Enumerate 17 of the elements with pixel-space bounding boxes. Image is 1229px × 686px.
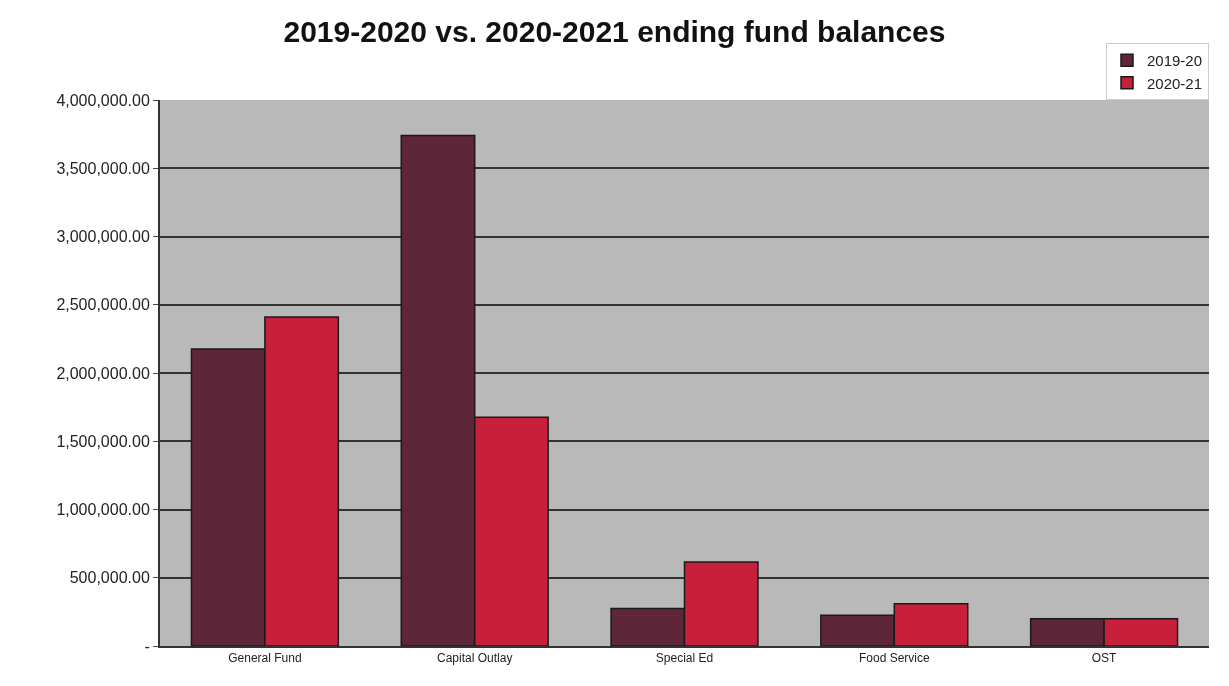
y-tick-label: 3,500,000.00 xyxy=(56,159,150,177)
x-tick-label: Capital Outlay xyxy=(437,651,513,666)
y-tick-label: - xyxy=(144,637,150,655)
y-tick-label: 500,000.00 xyxy=(69,569,150,587)
y-tick-label: 1,000,000.00 xyxy=(56,501,150,519)
y-tick-label: 4,000,000.00 xyxy=(56,91,150,109)
chart-title: 2019-2020 vs. 2020-2021 ending fund balances xyxy=(283,14,946,48)
legend-label: 2019-20 xyxy=(1147,52,1203,70)
y-tick-label: 2,500,000.00 xyxy=(56,296,150,314)
y-tick-label: 2,000,000.00 xyxy=(56,364,150,382)
x-tick-label: OST xyxy=(1091,651,1118,666)
x-tick-label: Special Ed xyxy=(655,651,714,666)
x-tick-label: Food Service xyxy=(858,651,930,666)
legend-label: 2020-21 xyxy=(1147,74,1203,92)
x-tick-label: General Fund xyxy=(228,651,302,666)
y-tick-label: 3,000,000.00 xyxy=(56,228,150,246)
y-tick-label: 1,500,000.00 xyxy=(56,432,150,450)
